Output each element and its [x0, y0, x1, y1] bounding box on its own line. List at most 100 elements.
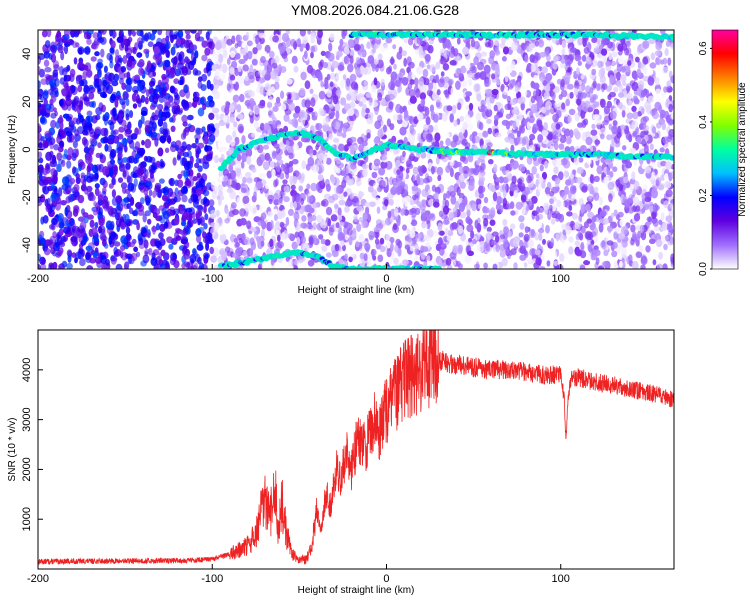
- noise-speck: [201, 54, 208, 62]
- noise-speck: [556, 199, 562, 208]
- noise-speck: [307, 216, 313, 223]
- noise-speck: [61, 183, 69, 191]
- noise-speck: [662, 66, 669, 74]
- noise-speck: [488, 159, 494, 165]
- noise-speck: [144, 125, 151, 133]
- noise-speck: [367, 253, 372, 263]
- noise-speck: [148, 247, 153, 256]
- noise-speck: [601, 172, 606, 178]
- noise-speck: [380, 97, 387, 107]
- noise-speck: [480, 51, 488, 57]
- noise-speck: [651, 184, 659, 191]
- noise-speck: [439, 140, 444, 146]
- noise-speck: [230, 139, 236, 147]
- noise-speck: [532, 123, 538, 134]
- noise-speck: [425, 53, 431, 63]
- noise-speck: [580, 203, 586, 213]
- noise-speck: [83, 96, 90, 102]
- noise-speck: [294, 259, 299, 266]
- noise-speck: [539, 51, 546, 58]
- noise-speck: [429, 64, 437, 73]
- noise-speck: [177, 148, 184, 155]
- noise-speck: [288, 208, 294, 216]
- noise-speck: [613, 86, 619, 93]
- noise-speck: [535, 173, 540, 179]
- noise-speck: [655, 239, 663, 248]
- noise-speck: [409, 153, 415, 162]
- noise-speck: [275, 147, 281, 154]
- noise-speck: [129, 219, 133, 227]
- noise-speck: [421, 98, 426, 107]
- noise-speck: [173, 31, 180, 37]
- noise-speck: [254, 105, 260, 115]
- noise-speck: [45, 151, 52, 161]
- noise-speck: [242, 176, 247, 184]
- noise-speck: [280, 90, 285, 100]
- noise-speck: [138, 119, 143, 129]
- noise-speck: [603, 105, 611, 115]
- noise-speck: [384, 199, 389, 207]
- noise-speck: [450, 87, 455, 97]
- noise-speck: [509, 138, 515, 145]
- noise-speck: [51, 217, 58, 225]
- noise-speck: [253, 231, 258, 239]
- noise-speck: [425, 116, 431, 126]
- noise-speck: [235, 34, 242, 43]
- noise-speck: [466, 208, 471, 218]
- noise-speck: [486, 226, 492, 233]
- noise-speck: [651, 171, 656, 181]
- noise-speck: [157, 30, 163, 36]
- noise-speck: [586, 252, 592, 262]
- noise-speck: [50, 85, 55, 92]
- noise-speck: [367, 112, 374, 121]
- noise-speck: [271, 169, 276, 177]
- noise-speck: [210, 209, 217, 216]
- noise-speck: [46, 30, 52, 38]
- noise-speck: [619, 260, 623, 268]
- noise-speck: [395, 159, 401, 168]
- noise-speck: [537, 183, 543, 192]
- noise-speck: [486, 230, 492, 240]
- noise-speck: [353, 43, 361, 51]
- noise-speck: [398, 114, 403, 121]
- noise-speck: [523, 262, 528, 268]
- noise-speck: [392, 44, 397, 50]
- noise-speck: [67, 254, 72, 263]
- noise-speck: [219, 233, 227, 242]
- noise-speck: [337, 215, 343, 221]
- noise-speck: [437, 174, 442, 182]
- noise-speck: [115, 263, 123, 269]
- noise-speck: [119, 250, 124, 259]
- noise-speck: [109, 121, 115, 131]
- noise-speck: [568, 236, 574, 243]
- noise-speck: [365, 246, 370, 253]
- noise-speck: [283, 125, 289, 133]
- noise-speck: [85, 115, 91, 125]
- noise-speck: [585, 136, 593, 146]
- noise-speck: [487, 127, 493, 135]
- noise-speck: [615, 179, 621, 187]
- noise-speck: [350, 162, 357, 170]
- noise-speck: [332, 118, 337, 128]
- noise-speck: [183, 39, 190, 49]
- noise-speck: [164, 98, 171, 106]
- noise-speck: [78, 79, 85, 87]
- noise-speck: [453, 119, 458, 127]
- noise-speck: [632, 233, 637, 240]
- noise-speck: [176, 154, 181, 161]
- noise-speck: [56, 163, 62, 173]
- noise-speck: [355, 240, 360, 248]
- noise-speck: [125, 234, 132, 241]
- noise-speck: [601, 240, 606, 248]
- noise-speck: [117, 177, 124, 184]
- noise-speck: [352, 227, 357, 234]
- noise-speck: [660, 212, 665, 221]
- noise-speck: [560, 200, 565, 210]
- noise-speck: [655, 88, 662, 95]
- noise-speck: [327, 52, 335, 62]
- noise-speck: [246, 177, 253, 184]
- noise-speck: [597, 60, 603, 69]
- noise-speck: [220, 146, 228, 152]
- noise-speck: [499, 249, 506, 258]
- noise-speck: [506, 95, 511, 103]
